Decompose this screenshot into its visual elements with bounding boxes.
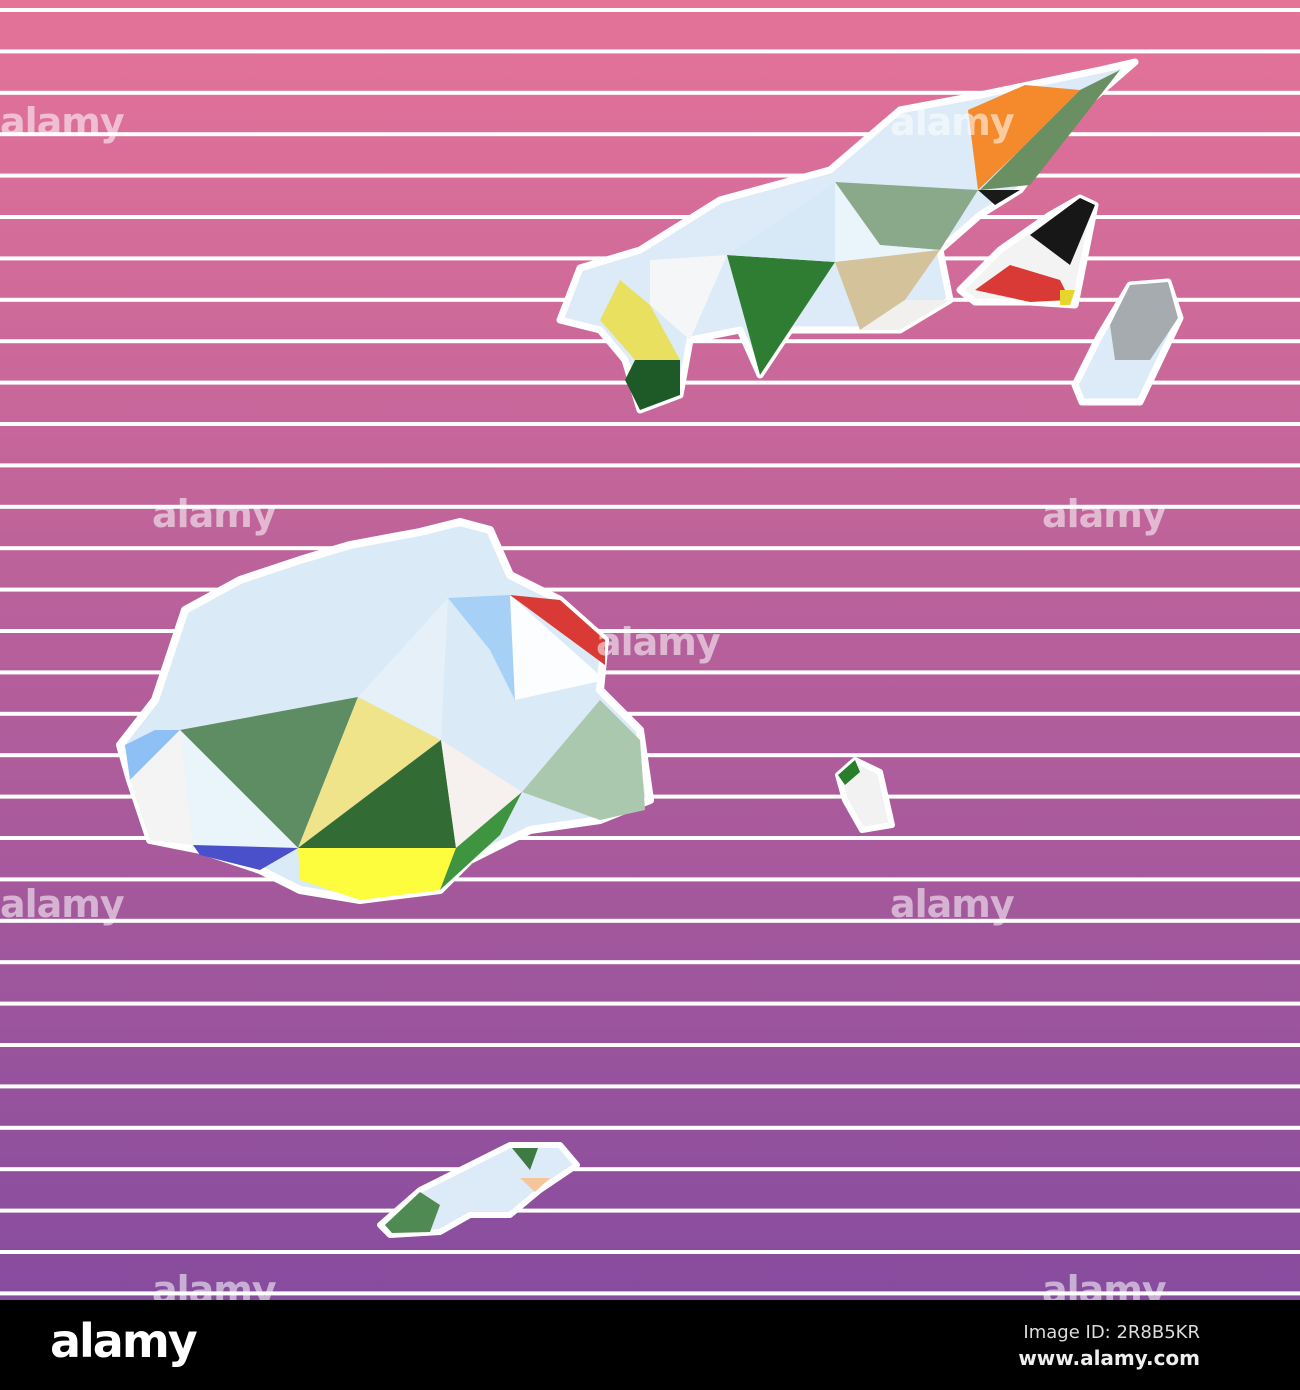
stripe — [0, 422, 1300, 426]
image-id: Image ID: 2R8B5KR — [1023, 1322, 1200, 1343]
island-small — [835, 757, 895, 833]
watermark: alamy — [152, 492, 277, 536]
fiji-map-illustration — [0, 0, 1300, 1300]
stripe — [0, 463, 1300, 468]
island-kadavu — [377, 1142, 580, 1238]
stripe — [0, 711, 1300, 716]
stripe — [0, 215, 1300, 219]
website: www.alamy.com — [1018, 1346, 1200, 1370]
stripe — [0, 1250, 1300, 1254]
stripe — [0, 877, 1300, 882]
watermark: alamy — [890, 882, 1015, 926]
stripe — [0, 670, 1300, 675]
stripe — [0, 1167, 1300, 1172]
watermark: alamy — [0, 100, 125, 144]
watermark: alamy — [596, 620, 721, 664]
alamy-logo: alamy — [50, 1314, 198, 1368]
island-viti-levu — [116, 518, 654, 904]
stripe — [0, 1084, 1300, 1089]
island-taveuni — [956, 194, 1099, 309]
stripe — [0, 753, 1300, 758]
stripe — [0, 587, 1300, 592]
stripe — [0, 836, 1300, 840]
stripe — [0, 1125, 1300, 1130]
stripe — [0, 960, 1300, 965]
stripe — [0, 546, 1300, 551]
stripe — [0, 49, 1300, 54]
stripe — [0, 1291, 1300, 1296]
stripe — [0, 1208, 1300, 1213]
stripe — [0, 173, 1300, 178]
watermark: alamy — [1042, 492, 1167, 536]
stripe — [0, 90, 1300, 95]
watermark: alamy — [0, 882, 125, 926]
footer-bar: alamy Image ID: 2R8B5KR www.alamy.com — [0, 1300, 1300, 1390]
watermark: alamy — [890, 100, 1015, 144]
stripe — [0, 8, 1300, 12]
stripe — [0, 629, 1300, 633]
island-gray — [1071, 278, 1184, 406]
stripe — [0, 1043, 1300, 1047]
island-vanua-levu — [556, 58, 1139, 414]
stripe — [0, 504, 1300, 509]
stripe — [0, 918, 1300, 923]
stripe — [0, 132, 1300, 137]
stripe — [0, 1001, 1300, 1006]
